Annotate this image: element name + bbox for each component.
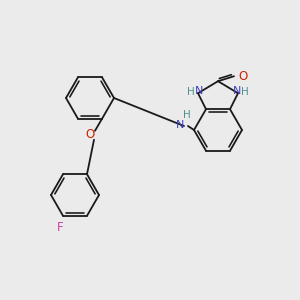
Text: H: H bbox=[187, 87, 195, 97]
Text: N: N bbox=[195, 86, 203, 96]
Text: H: H bbox=[183, 110, 191, 120]
Text: F: F bbox=[57, 221, 63, 234]
Text: O: O bbox=[238, 70, 247, 83]
Text: N: N bbox=[233, 86, 241, 96]
Text: N: N bbox=[176, 120, 184, 130]
Text: H: H bbox=[241, 87, 249, 97]
Text: O: O bbox=[85, 128, 94, 141]
